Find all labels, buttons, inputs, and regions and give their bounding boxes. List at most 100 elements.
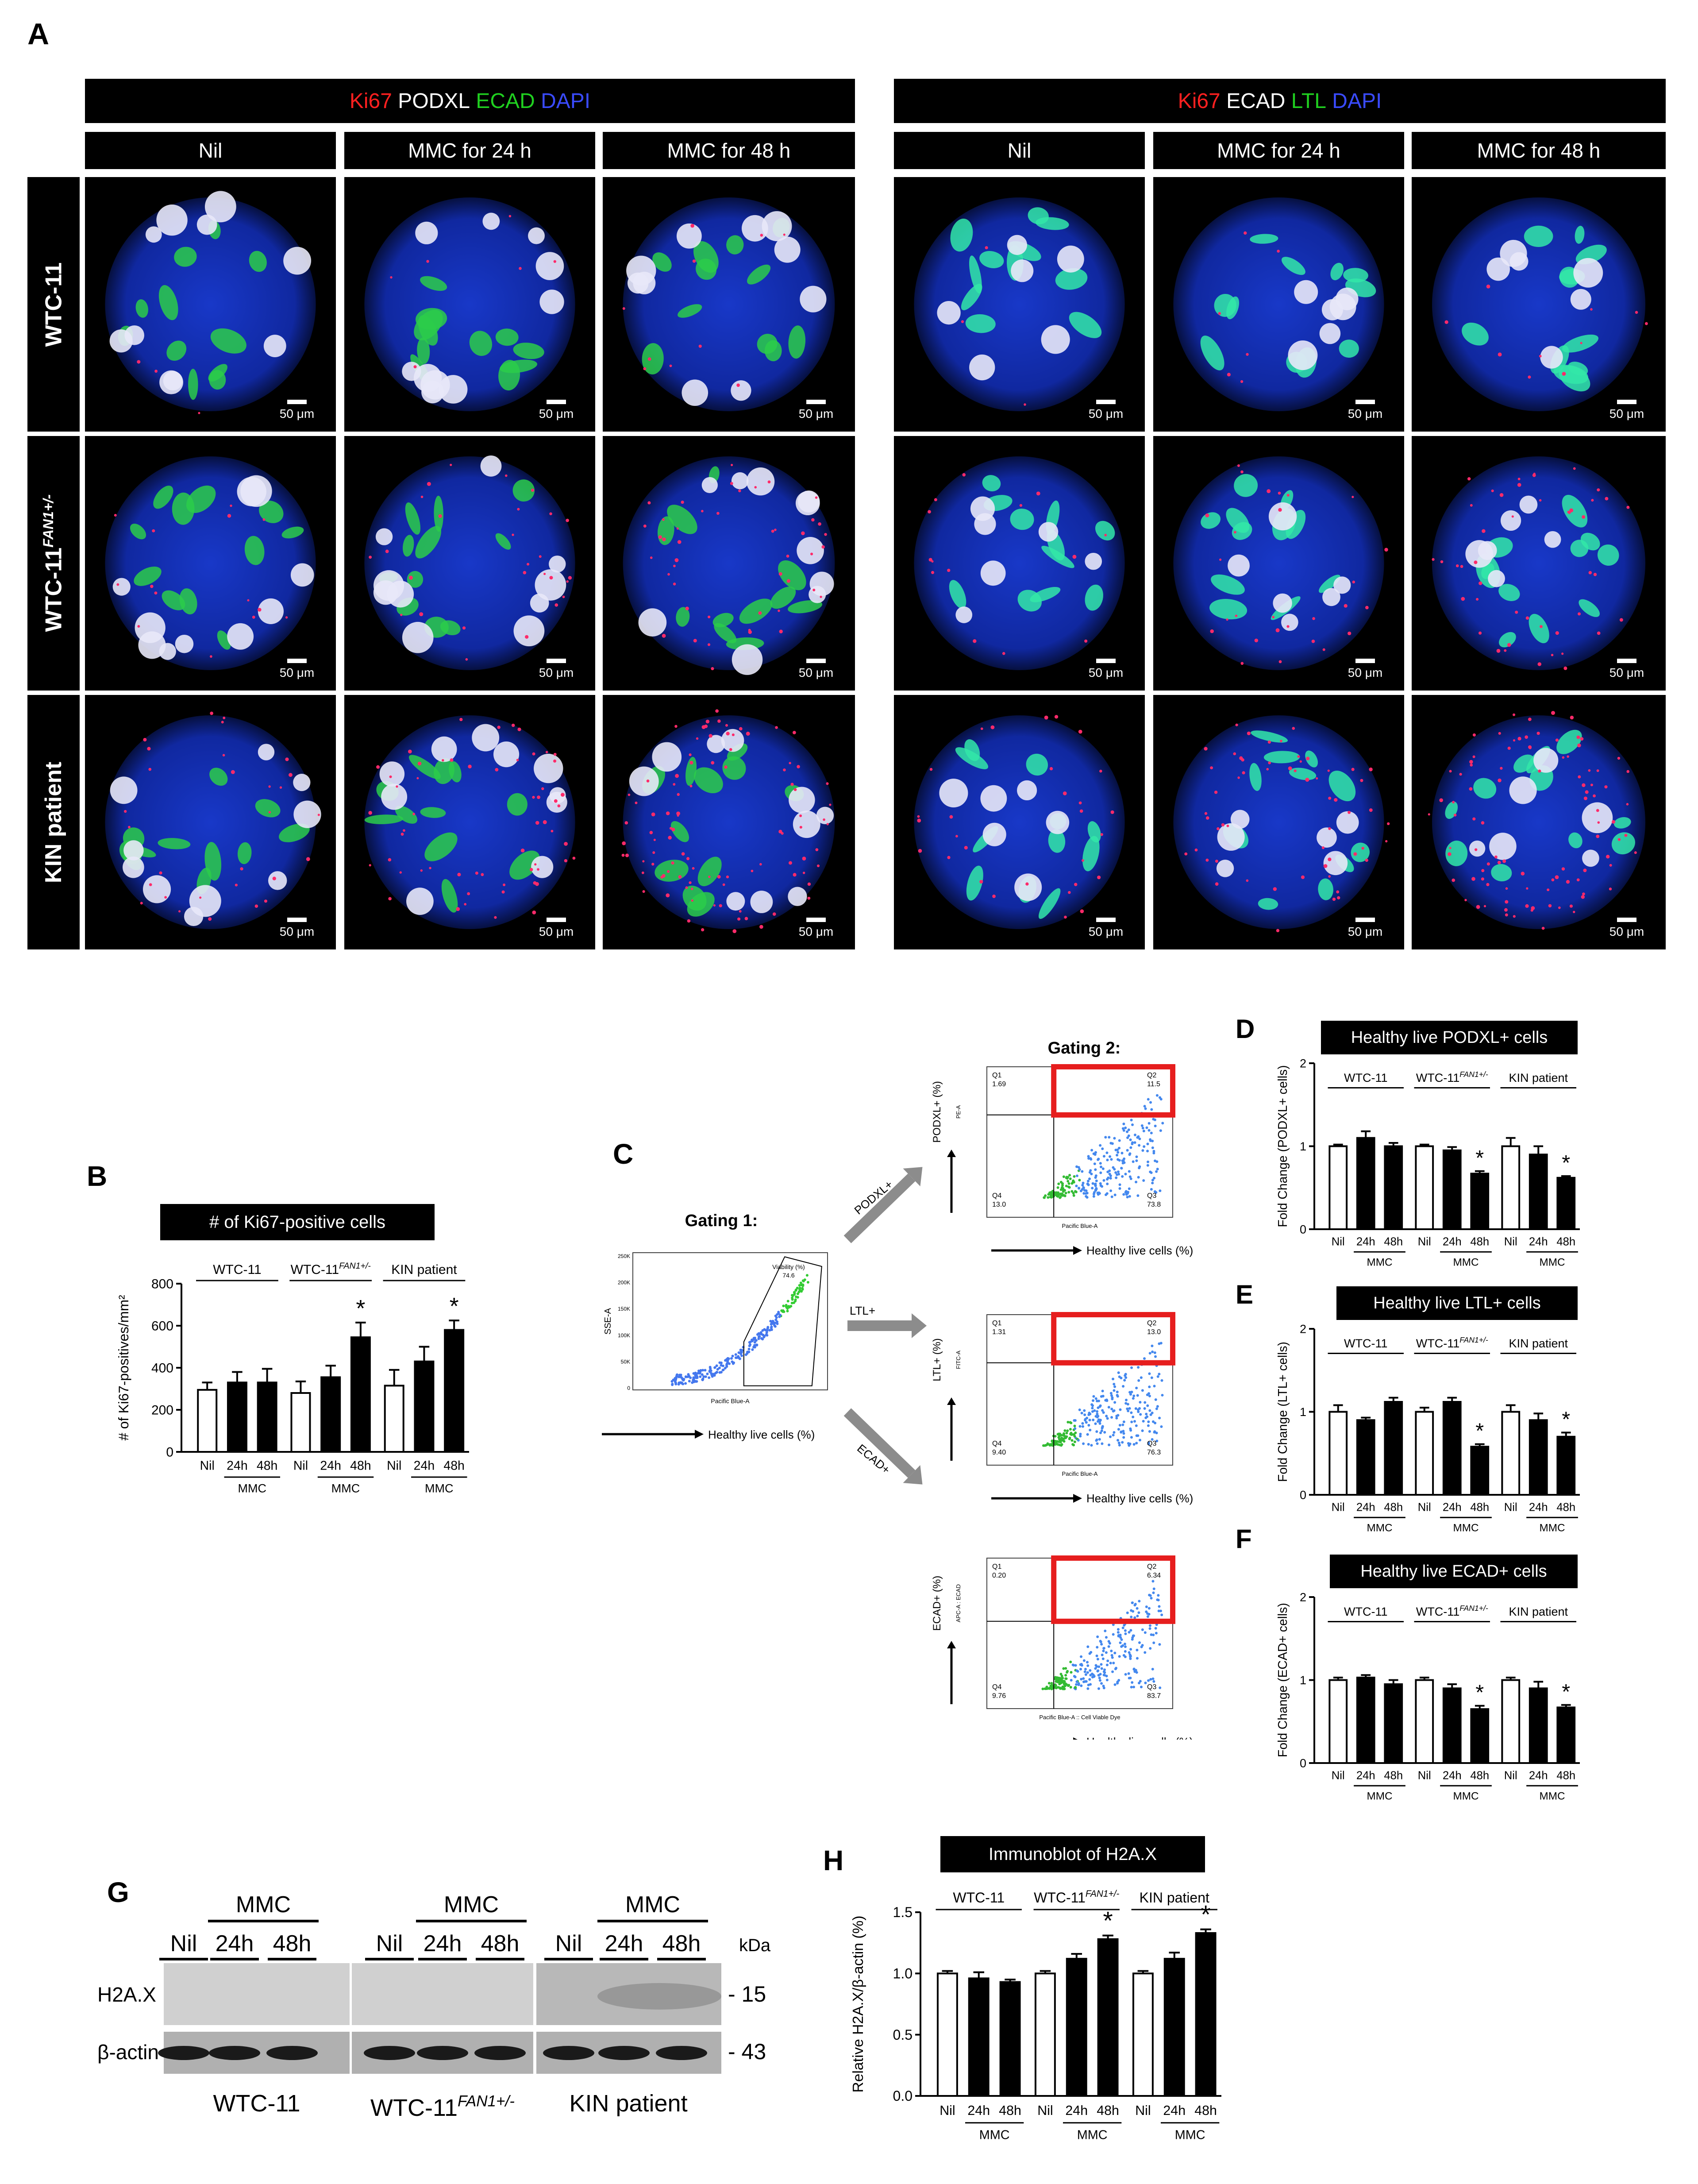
ki67-spot	[1452, 878, 1455, 882]
bar	[350, 1336, 371, 1453]
viability-gate	[743, 1256, 822, 1386]
ki67-spot	[778, 830, 782, 833]
flow-dot	[1151, 1438, 1154, 1441]
ki67-spot	[1276, 929, 1280, 933]
scale-bar: 50 μm	[1339, 659, 1392, 680]
ki67-spot	[1555, 875, 1559, 880]
tubule	[722, 756, 746, 780]
scale-bar-line	[1355, 918, 1375, 922]
ki67-spot	[676, 811, 680, 816]
ki67-spot	[532, 752, 535, 756]
tubule	[135, 299, 148, 318]
flow-dot	[1144, 1651, 1147, 1654]
actin-kda: - 43	[728, 2039, 766, 2064]
flow-dot	[1128, 1195, 1131, 1198]
podocyte-cluster	[1582, 849, 1599, 867]
ki67-spot	[143, 738, 147, 742]
ki67-spot	[979, 880, 983, 884]
podocyte-cluster	[123, 840, 144, 860]
tubule	[1082, 836, 1100, 872]
micrograph: 50 μm	[894, 436, 1145, 691]
flow-dot	[794, 1298, 797, 1301]
tubule	[244, 536, 265, 565]
ki67-spot	[438, 514, 442, 518]
x-tick-label: Nil	[387, 1459, 401, 1473]
flow-dot	[1135, 1181, 1138, 1184]
ki67-spot	[649, 831, 653, 834]
x-tick-label: Nil	[1418, 1769, 1431, 1782]
micrograph: 50 μm	[344, 695, 595, 949]
ki67-spot	[650, 556, 653, 559]
x-tick-label: 24h	[1065, 2103, 1088, 2118]
flow-dot	[770, 1328, 773, 1331]
ki67-spot	[1272, 616, 1275, 618]
lane-label: 48h	[662, 1931, 701, 1956]
ki67-spot	[689, 881, 692, 884]
flow-dot	[1108, 1443, 1111, 1447]
ki67-spot	[1332, 897, 1336, 901]
ki67-spot	[917, 815, 920, 818]
ki67-spot	[1305, 778, 1309, 782]
ki67-spot	[820, 595, 822, 598]
flow-dot	[1145, 1412, 1148, 1416]
micrograph: 50 μm	[603, 177, 855, 432]
ki67-spot	[1237, 464, 1240, 467]
ki67-spot	[635, 801, 638, 804]
x-tick-label: 24h	[1163, 2103, 1186, 2118]
flow-dot	[1062, 1433, 1065, 1436]
flow-dot	[1117, 1414, 1120, 1417]
flow-dot	[1129, 1648, 1132, 1651]
bar	[1501, 1679, 1521, 1764]
podocyte-cluster	[732, 644, 763, 675]
ki67-spot	[783, 768, 786, 772]
ki67-spot	[1082, 859, 1084, 862]
flow-dot	[757, 1337, 760, 1340]
bar	[1384, 1401, 1403, 1496]
ki67-spot	[1562, 372, 1566, 376]
flow-dot	[1105, 1151, 1109, 1154]
x-tick-label: 48h	[1556, 1501, 1575, 1513]
flow-dot	[1159, 1342, 1163, 1345]
scale-bar-line	[1617, 659, 1636, 663]
flow-dot	[1065, 1185, 1068, 1188]
q3-name: Q3	[1147, 1683, 1156, 1691]
ki67-spot	[662, 537, 666, 541]
podocyte-cluster	[263, 335, 286, 357]
flow-dot	[1059, 1672, 1063, 1675]
flow-dot	[1089, 1412, 1092, 1416]
panel-d-title: Healthy live PODXL+ cells	[1321, 1021, 1578, 1054]
flow-dot	[1082, 1442, 1085, 1445]
q4-name: Q4	[992, 1683, 1001, 1691]
scale-bar-line	[1355, 400, 1375, 404]
ki67-spot	[681, 501, 684, 504]
flow-dot	[1128, 1187, 1131, 1190]
ki67-spot	[289, 773, 293, 777]
x-tick-label: 24h	[1529, 1501, 1548, 1513]
scale-bar-label: 50 μm	[1348, 407, 1383, 421]
podocyte-cluster	[549, 556, 566, 573]
flow-dot	[1133, 1420, 1136, 1423]
ki67-spot	[1525, 616, 1529, 620]
organoid-image	[1173, 715, 1390, 933]
podocyte-cluster	[652, 742, 682, 772]
scale-bar-line	[547, 400, 566, 404]
flow-dot	[1102, 1155, 1105, 1158]
flow-dot	[1099, 1419, 1102, 1422]
ki67-spot	[178, 910, 181, 913]
flow-dot	[1087, 1157, 1090, 1160]
flow-dot	[740, 1351, 743, 1354]
flow-dot	[1109, 1142, 1113, 1145]
flow-dot	[1082, 1659, 1086, 1662]
flow-dot	[1124, 1402, 1128, 1405]
flow-dot	[720, 1364, 723, 1367]
ki67-spot	[557, 804, 561, 808]
ki67-spot	[519, 267, 522, 270]
tubule	[788, 600, 823, 614]
ki67-spot	[1240, 470, 1244, 474]
flow-dot	[1050, 1194, 1053, 1197]
flow-dot	[1124, 1126, 1127, 1129]
ki67-spot	[1513, 739, 1516, 742]
flow-dot	[1106, 1417, 1109, 1420]
ki67-spot	[553, 260, 556, 263]
ki67-spot	[1497, 860, 1501, 864]
